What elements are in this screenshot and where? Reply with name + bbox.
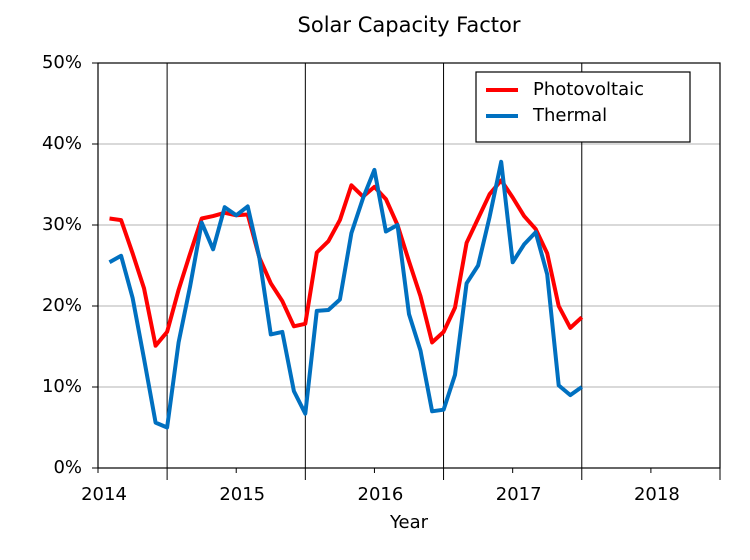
series-line [108,159,583,430]
legend-label: Photovoltaic [533,79,644,100]
y-tick-label: 30% [42,214,82,235]
x-tick-label: 2016 [358,484,404,505]
legend-label: Thermal [532,105,607,126]
legend: Photovoltaic Thermal [475,71,691,143]
plot-frame [97,62,721,469]
x-tick-label: 2015 [219,484,265,505]
chart-title: Solar Capacity Factor [298,13,521,37]
y-tick-label: 20% [42,295,82,316]
y-tick-label: 0% [53,457,82,478]
x-axis-label: Year [389,512,429,533]
y-tick-label: 10% [42,376,82,397]
x-tick-label: 2018 [634,484,680,505]
x-tick-label: 2017 [496,484,542,505]
legend-box [475,71,691,143]
y-tick-label: 50% [42,52,82,73]
y-tick-label: 40% [42,133,82,154]
x-tick-label: 2014 [81,484,127,505]
